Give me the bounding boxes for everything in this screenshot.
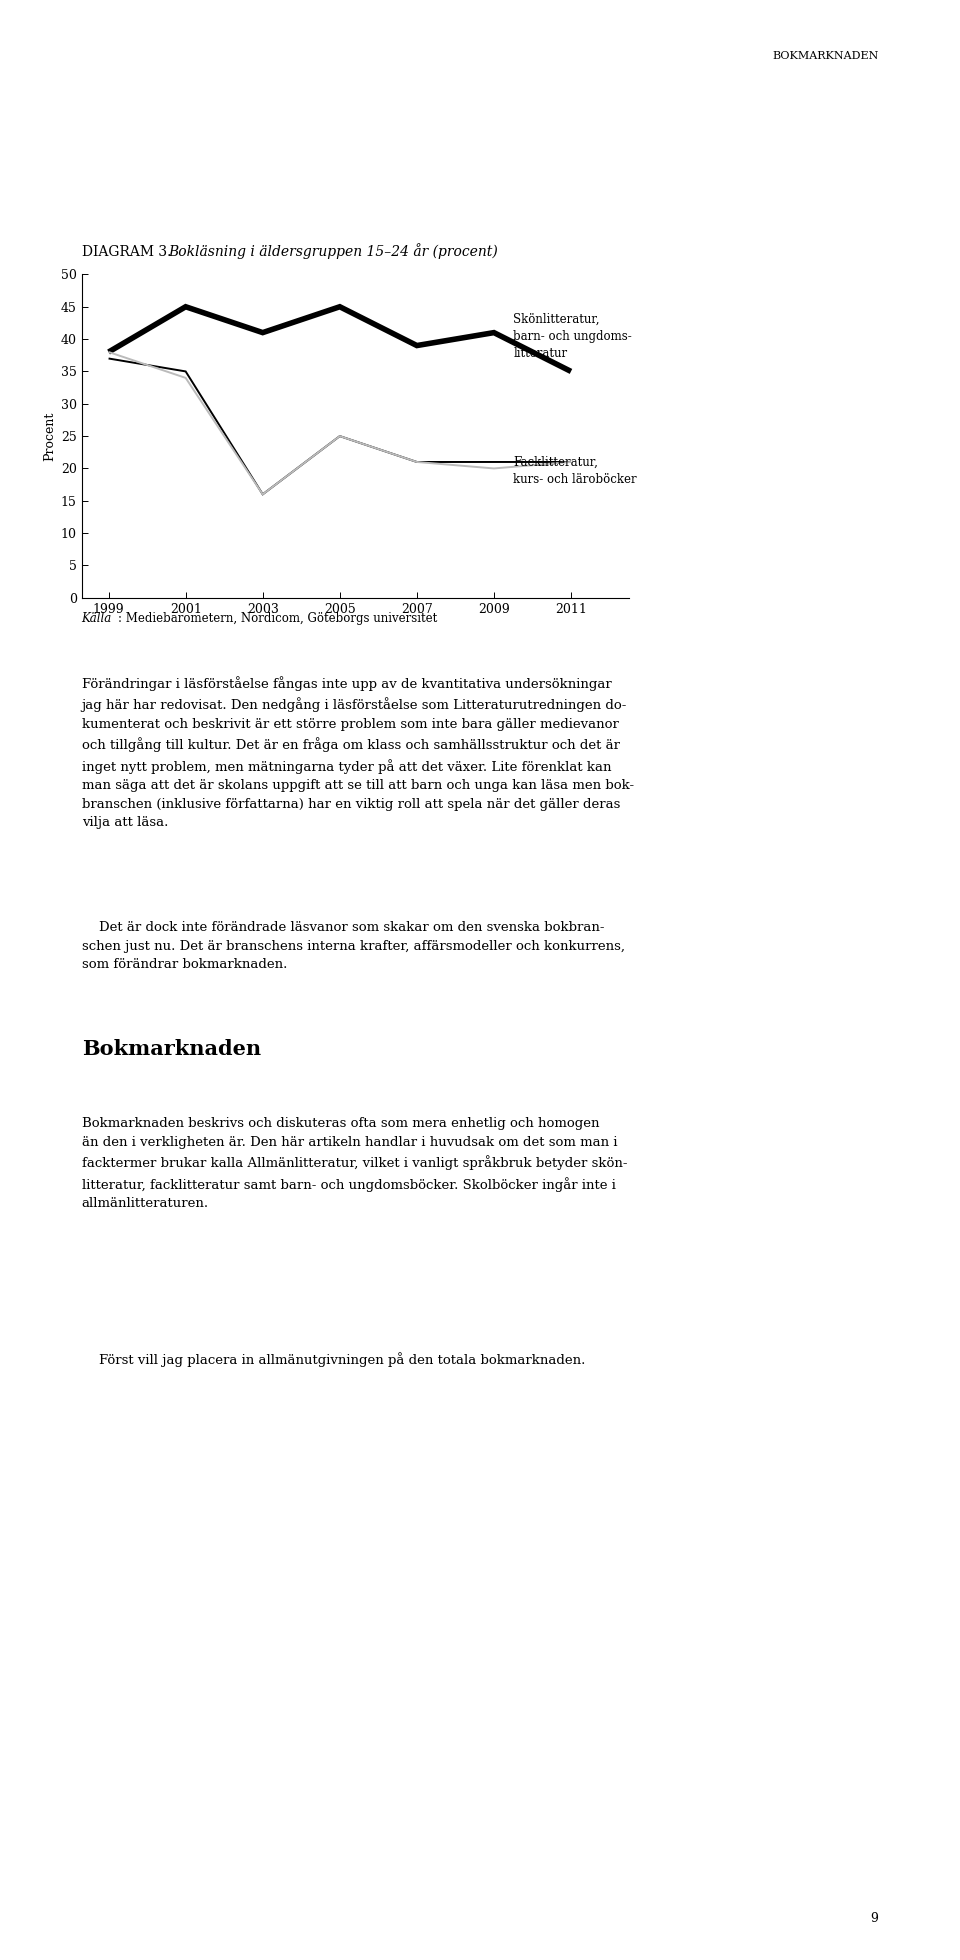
Text: Skönlitteratur,
barn- och ungdoms-
litteratur: Skönlitteratur, barn- och ungdoms- litte… <box>514 314 632 361</box>
Text: Bokmarknaden beskrivs och diskuteras ofta som mera enhetlig och homogen
än den i: Bokmarknaden beskrivs och diskuteras oft… <box>82 1117 627 1209</box>
Text: Det är dock inte förändrade läsvanor som skakar om den svenska bokbran-
schen ju: Det är dock inte förändrade läsvanor som… <box>82 921 625 972</box>
Text: Bokmarknaden: Bokmarknaden <box>82 1039 261 1058</box>
Text: Förändringar i läsförståelse fångas inte upp av de kvantitativa undersökningar
j: Förändringar i läsförståelse fångas inte… <box>82 676 634 829</box>
Text: BOKMARKNADEN: BOKMARKNADEN <box>772 51 878 61</box>
Text: 9: 9 <box>871 1911 878 1925</box>
Text: Bokläsning i äldersgruppen 15–24 år (procent): Bokläsning i äldersgruppen 15–24 år (pro… <box>168 243 497 259</box>
Text: Facklitteratur,
kurs- och läroböcker: Facklitteratur, kurs- och läroböcker <box>514 455 636 486</box>
Text: Först vill jag placera in allmänutgivningen på den totala bokmarknaden.: Först vill jag placera in allmänutgivnin… <box>82 1352 585 1368</box>
Text: DIAGRAM 3.: DIAGRAM 3. <box>82 245 176 259</box>
Text: Källa: Källa <box>82 612 112 625</box>
Text: : Mediebarometern, Nordicom, Göteborgs universitet: : Mediebarometern, Nordicom, Göteborgs u… <box>118 612 438 625</box>
Y-axis label: Procent: Procent <box>43 412 57 461</box>
